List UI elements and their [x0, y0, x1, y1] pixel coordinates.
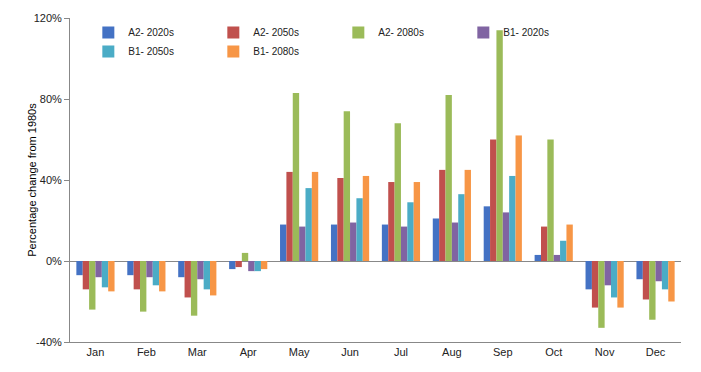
svg-text:Mar: Mar	[188, 346, 207, 358]
svg-text:B1- 2080s: B1- 2080s	[253, 46, 299, 57]
svg-text:Percentage change from 1980s: Percentage change from 1980s	[26, 103, 38, 257]
svg-text:Jan: Jan	[87, 346, 105, 358]
svg-text:A2- 2080s: A2- 2080s	[378, 27, 424, 38]
svg-text:Jun: Jun	[341, 346, 359, 358]
svg-text:Jul: Jul	[394, 346, 408, 358]
svg-text:B1- 2050s: B1- 2050s	[128, 46, 174, 57]
svg-text:0%: 0%	[46, 255, 62, 267]
svg-text:120%: 120%	[34, 12, 62, 24]
svg-text:May: May	[289, 346, 310, 358]
svg-text:A2- 2020s: A2- 2020s	[128, 27, 174, 38]
svg-text:Apr: Apr	[240, 346, 257, 358]
svg-text:40%: 40%	[40, 174, 62, 186]
svg-text:-40%: -40%	[36, 336, 62, 348]
svg-text:A2- 2050s: A2- 2050s	[253, 27, 299, 38]
svg-text:Nov: Nov	[595, 346, 615, 358]
svg-text:Dec: Dec	[646, 346, 666, 358]
svg-text:Aug: Aug	[442, 346, 462, 358]
svg-text:80%: 80%	[40, 93, 62, 105]
svg-text:Oct: Oct	[545, 346, 562, 358]
svg-text:Sep: Sep	[493, 346, 513, 358]
svg-text:B1- 2020s: B1- 2020s	[503, 27, 549, 38]
svg-text:Feb: Feb	[137, 346, 156, 358]
